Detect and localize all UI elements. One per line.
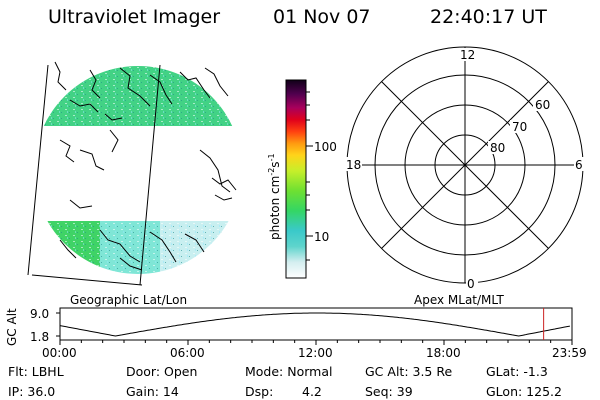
mlat-label-60: 60 <box>535 98 550 112</box>
mlt-label-12: 12 <box>460 48 475 62</box>
timeline-xtick-0600: 06:00 <box>170 346 205 360</box>
geographic-caption: Geographic Lat/Lon <box>70 293 187 307</box>
apex-caption: Apex MLat/MLT <box>414 293 504 307</box>
colorbar <box>285 79 307 279</box>
mlt-label-6: 6 <box>575 158 583 172</box>
colorbar-tick-label-100: 100 <box>314 140 337 154</box>
mlt-label-18: 18 <box>346 158 361 172</box>
info-filter: Flt: LBHL <box>8 364 64 379</box>
timeline-xtick-2359: 23:59 <box>552 346 587 360</box>
info-gc-alt: GC Alt: 3.5 Re <box>365 364 452 379</box>
info-ip: IP: 36.0 <box>8 384 55 399</box>
info-glon: GLon: 125.2 <box>486 384 562 399</box>
timeline-xtick-1800: 18:00 <box>426 346 461 360</box>
timeline-xtick-0000: 00:00 <box>42 346 77 360</box>
timeline-ylabel: GC Alt <box>5 308 19 346</box>
info-dsp-label: Dsp: <box>245 384 273 399</box>
timeline-x-ticks <box>59 340 573 345</box>
colorbar-ticks <box>306 91 313 261</box>
geo-grid-lines <box>27 64 161 286</box>
app-title: Ultraviolet Imager <box>48 6 221 28</box>
mlt-label-0: 0 <box>467 277 475 291</box>
info-dsp-value: 4.2 <box>302 384 322 399</box>
info-gain: Gain: 14 <box>126 384 179 399</box>
uvi-image <box>34 66 242 274</box>
info-mode: Mode: Normal <box>245 364 332 379</box>
timeline-ytick-bottom: 1.8 <box>30 330 49 344</box>
coastline-overlay <box>54 61 237 271</box>
observation-time: 22:40:17 UT <box>430 6 547 28</box>
info-glat: GLat: -1.3 <box>486 364 548 379</box>
orbit-altitude-line <box>59 312 570 337</box>
colorbar-unit-label: photon cm-2s-1 <box>267 153 282 240</box>
mlat-label-70: 70 <box>512 120 527 134</box>
colorbar-tick-label-10: 10 <box>314 230 329 244</box>
polar-plot <box>346 46 584 284</box>
timeline-xtick-1200: 12:00 <box>298 346 333 360</box>
timeline-ytick-top: 9.0 <box>30 307 49 321</box>
observation-date: 01 Nov 07 <box>273 6 371 28</box>
mlat-label-80: 80 <box>490 141 505 155</box>
info-door: Door: Open <box>126 364 197 379</box>
info-seq: Seq: 39 <box>365 384 413 399</box>
